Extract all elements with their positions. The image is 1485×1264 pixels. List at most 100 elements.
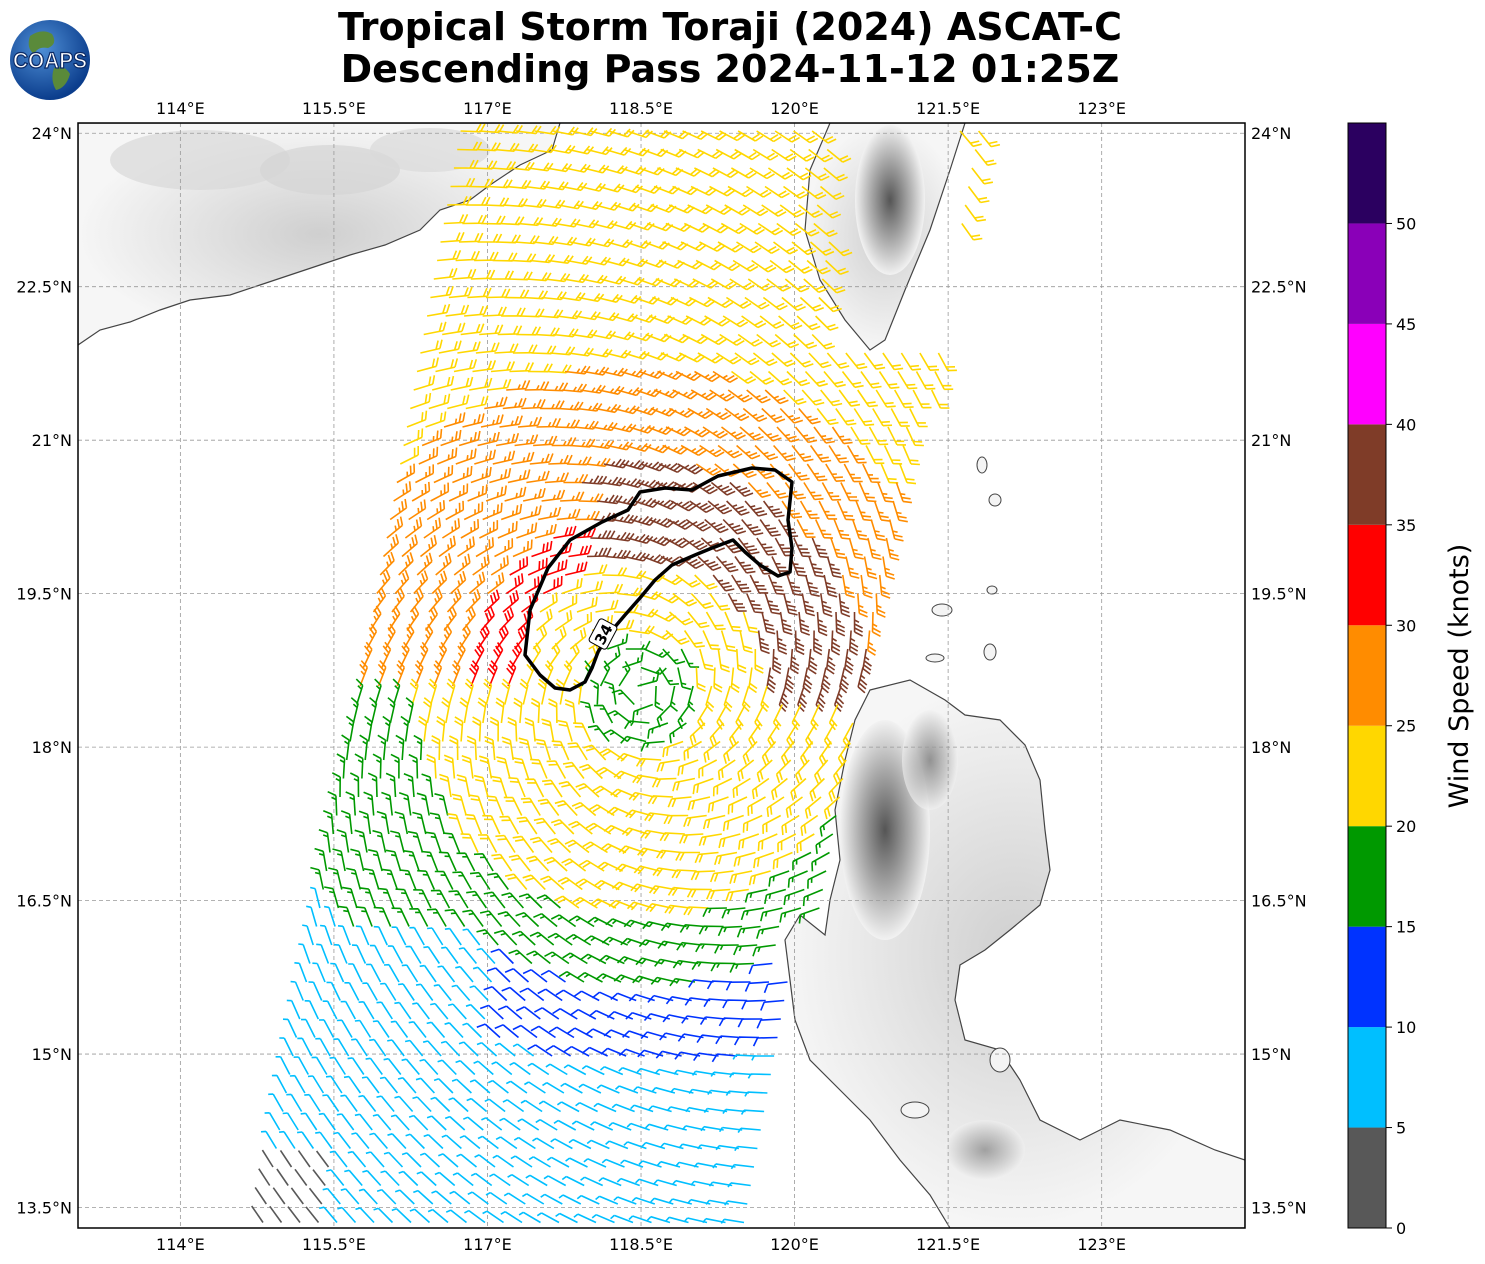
wind-barb xyxy=(487,872,509,890)
wind-barb xyxy=(690,185,717,196)
wind-barb xyxy=(808,556,825,578)
wind-barb xyxy=(358,1094,377,1112)
wind-barb xyxy=(475,537,494,558)
wind-barb xyxy=(404,1039,424,1057)
wind-barb xyxy=(738,833,760,850)
wind-barb xyxy=(751,259,777,273)
wind-barb xyxy=(507,1174,530,1187)
wind-barb xyxy=(698,833,722,847)
wind-barb xyxy=(445,304,470,317)
wind-barb xyxy=(417,869,436,890)
wind-barb xyxy=(771,352,796,367)
wind-barb xyxy=(430,889,451,909)
wind-barb xyxy=(762,814,782,834)
lon-tick-label-top: 114°E xyxy=(156,99,205,118)
wind-barb xyxy=(322,809,335,835)
wind-barb xyxy=(458,947,478,965)
wind-barb xyxy=(455,1059,476,1076)
wind-barb xyxy=(717,759,736,781)
wind-barb xyxy=(327,790,338,816)
wind-barb xyxy=(545,1045,572,1057)
colorbar-tick-label: 35 xyxy=(1396,516,1416,535)
wind-barb xyxy=(718,1017,744,1027)
wind-barb xyxy=(464,305,489,317)
wind-barb xyxy=(694,167,720,178)
wind-barb xyxy=(709,389,735,402)
title-line-1: Tropical Storm Toraji (2024) ASCAT-C xyxy=(338,5,1122,49)
wind-barb xyxy=(721,907,746,919)
wind-barb xyxy=(555,989,582,1002)
wind-barb xyxy=(703,740,721,763)
wind-barb xyxy=(510,642,523,668)
wind-barb xyxy=(751,463,775,480)
wind-barb xyxy=(710,481,736,496)
wind-barb xyxy=(385,849,402,872)
wind-barb xyxy=(380,982,397,1001)
wind-barb xyxy=(512,539,533,558)
lon-tick-label-top: 121.5°E xyxy=(916,99,980,118)
wind-barb xyxy=(472,716,482,742)
wind-barb xyxy=(340,1188,360,1205)
wind-barb xyxy=(563,473,589,484)
wind-barb xyxy=(793,537,812,558)
wind-barb xyxy=(251,1205,264,1223)
wind-barb xyxy=(707,796,729,813)
wind-barb xyxy=(872,408,893,427)
wind-barb xyxy=(732,259,759,272)
wind-barb xyxy=(536,217,562,227)
wind-barb xyxy=(354,1019,372,1038)
wind-barb xyxy=(394,569,410,595)
wind-barb xyxy=(638,370,665,379)
wind-barb xyxy=(724,407,750,422)
wind-barb xyxy=(558,594,578,613)
wind-barb xyxy=(596,861,623,872)
wind-barb xyxy=(536,608,553,632)
wind-barb xyxy=(826,148,852,163)
wind-barb xyxy=(366,963,382,983)
wind-barb xyxy=(561,383,588,393)
wind-barb xyxy=(766,481,789,499)
wind-barb xyxy=(800,814,819,836)
wind-barb xyxy=(603,824,630,835)
wind-barb xyxy=(456,774,471,798)
wind-barb xyxy=(482,502,503,521)
colorbar-tick-label: 20 xyxy=(1396,817,1416,836)
wind-barb xyxy=(781,296,806,312)
wind-barb xyxy=(694,851,719,864)
wind-barb xyxy=(730,1163,755,1170)
wind-barb xyxy=(695,259,722,271)
wind-barb xyxy=(435,553,452,576)
wind-barb xyxy=(894,389,914,409)
wind-barb xyxy=(394,1001,412,1020)
wind-barb xyxy=(468,178,495,188)
wind-barb xyxy=(706,888,731,900)
wind-barb xyxy=(411,481,431,502)
wind-barb xyxy=(692,481,718,495)
wind-barb xyxy=(756,333,781,348)
wind-barb xyxy=(737,537,760,555)
wind-barb xyxy=(756,925,780,939)
wind-barb xyxy=(714,851,738,866)
wind-barb xyxy=(372,829,387,853)
wind-barb xyxy=(643,648,670,659)
wind-barb xyxy=(362,982,378,1001)
wind-barb xyxy=(455,641,466,668)
wind-barb xyxy=(515,911,540,928)
wind-barb xyxy=(443,606,457,631)
wind-barb xyxy=(798,907,820,924)
wind-barb xyxy=(764,888,787,905)
lon-tick-label-top: 115.5°E xyxy=(302,99,366,118)
wind-barb xyxy=(312,1169,326,1186)
wind-barb xyxy=(399,446,419,465)
lat-ticks-right: 24°N 22.5°N 21°N 19.5°N 18°N 16.5°N 15°N 13.5°N xyxy=(1251,124,1307,1217)
wind-barb xyxy=(632,703,654,721)
wind-barb xyxy=(705,204,732,216)
wind-barb xyxy=(490,361,516,373)
wind-barb xyxy=(445,1209,467,1224)
wind-barb xyxy=(656,849,682,859)
wind-barb xyxy=(431,375,455,391)
wind-barb xyxy=(578,1083,602,1094)
wind-barb xyxy=(459,697,469,724)
wind-barb xyxy=(717,648,730,673)
wind-barb xyxy=(640,461,667,472)
